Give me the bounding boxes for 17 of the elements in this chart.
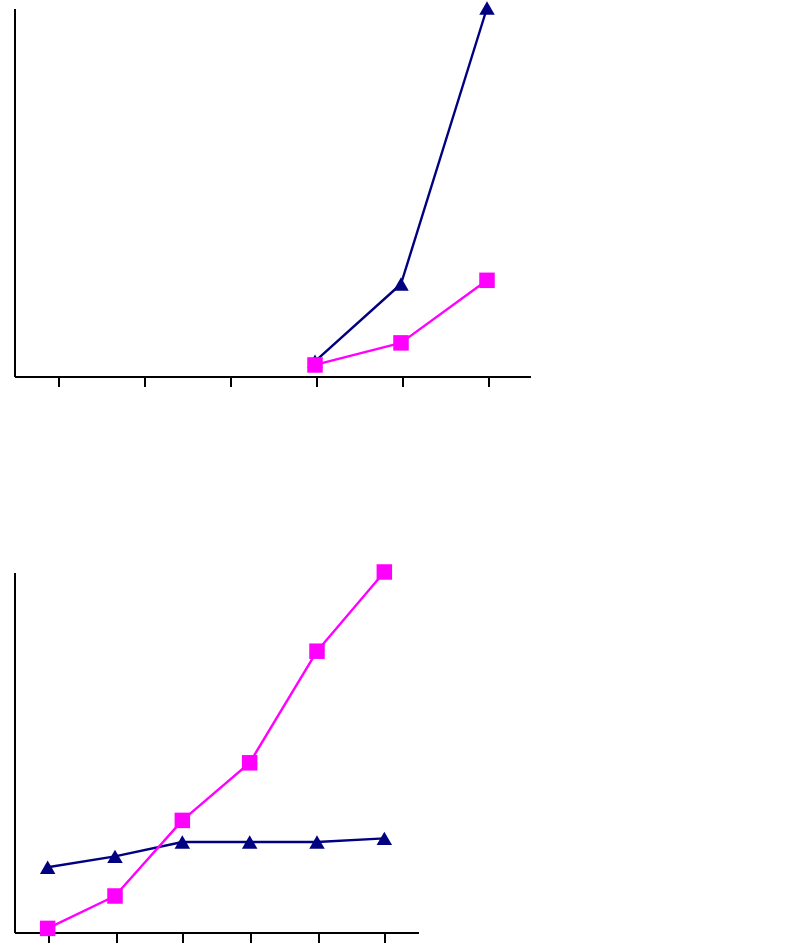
point <box>309 643 325 659</box>
point <box>479 272 495 289</box>
point <box>241 755 258 771</box>
point <box>309 835 325 849</box>
point <box>174 835 191 849</box>
point <box>479 1 495 15</box>
point <box>241 835 258 849</box>
point <box>39 920 56 937</box>
point <box>393 335 409 351</box>
point <box>376 831 393 846</box>
point <box>107 849 123 864</box>
point <box>376 564 393 580</box>
point <box>307 357 323 373</box>
point <box>174 812 191 829</box>
point <box>107 888 123 904</box>
point <box>393 277 409 291</box>
point <box>39 860 56 874</box>
